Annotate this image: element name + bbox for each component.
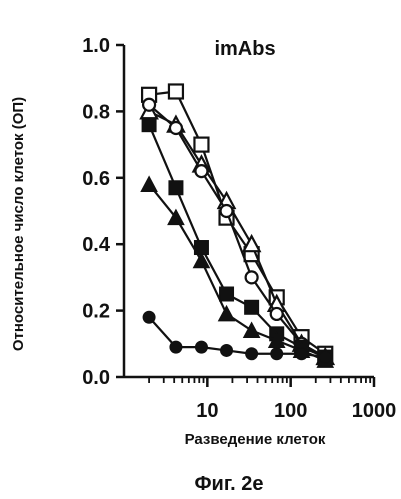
data-point <box>271 348 283 360</box>
data-point <box>143 311 155 323</box>
chart-title: imAbs <box>214 38 275 60</box>
data-point <box>271 308 283 320</box>
data-point <box>170 122 182 134</box>
series-line <box>149 105 325 357</box>
x-tick-label: 1000 <box>352 400 397 422</box>
data-point <box>195 341 207 353</box>
y-tick-label: 0.6 <box>82 168 110 190</box>
data-point <box>143 99 155 111</box>
data-point <box>244 236 260 251</box>
y-tick-label: 0.8 <box>82 101 110 123</box>
series-2 <box>143 99 331 363</box>
data-point <box>169 181 183 195</box>
data-point <box>246 348 258 360</box>
axes: 0.0 0.2 0.4 0.6 0.8 1.0 10 100 1000 <box>82 35 396 422</box>
data-point <box>221 344 233 356</box>
data-point <box>169 84 183 98</box>
plot-area <box>141 84 333 367</box>
y-tick-label: 1.0 <box>82 35 110 57</box>
figure-caption: Фиг. 2е <box>194 473 263 495</box>
y-tick-label: 0.2 <box>82 301 110 323</box>
data-point <box>246 271 258 283</box>
data-point <box>244 323 260 338</box>
x-axis-title: Разведение клеток <box>185 431 326 448</box>
y-axis-title: Относительное число клеток (ОП) <box>10 97 27 351</box>
data-point <box>142 118 156 132</box>
data-point <box>194 138 208 152</box>
data-point <box>220 287 234 301</box>
data-point <box>170 341 182 353</box>
data-point <box>141 176 157 191</box>
data-point <box>219 306 235 321</box>
data-point <box>245 300 259 314</box>
data-point <box>193 253 209 268</box>
data-point <box>296 348 308 360</box>
x-tick-label: 100 <box>274 400 307 422</box>
x-tick-label: 10 <box>196 400 218 422</box>
data-point <box>319 351 331 363</box>
data-point <box>195 165 207 177</box>
y-tick-label: 0.4 <box>82 234 111 256</box>
y-tick-label: 0.0 <box>82 367 110 389</box>
data-point <box>221 205 233 217</box>
